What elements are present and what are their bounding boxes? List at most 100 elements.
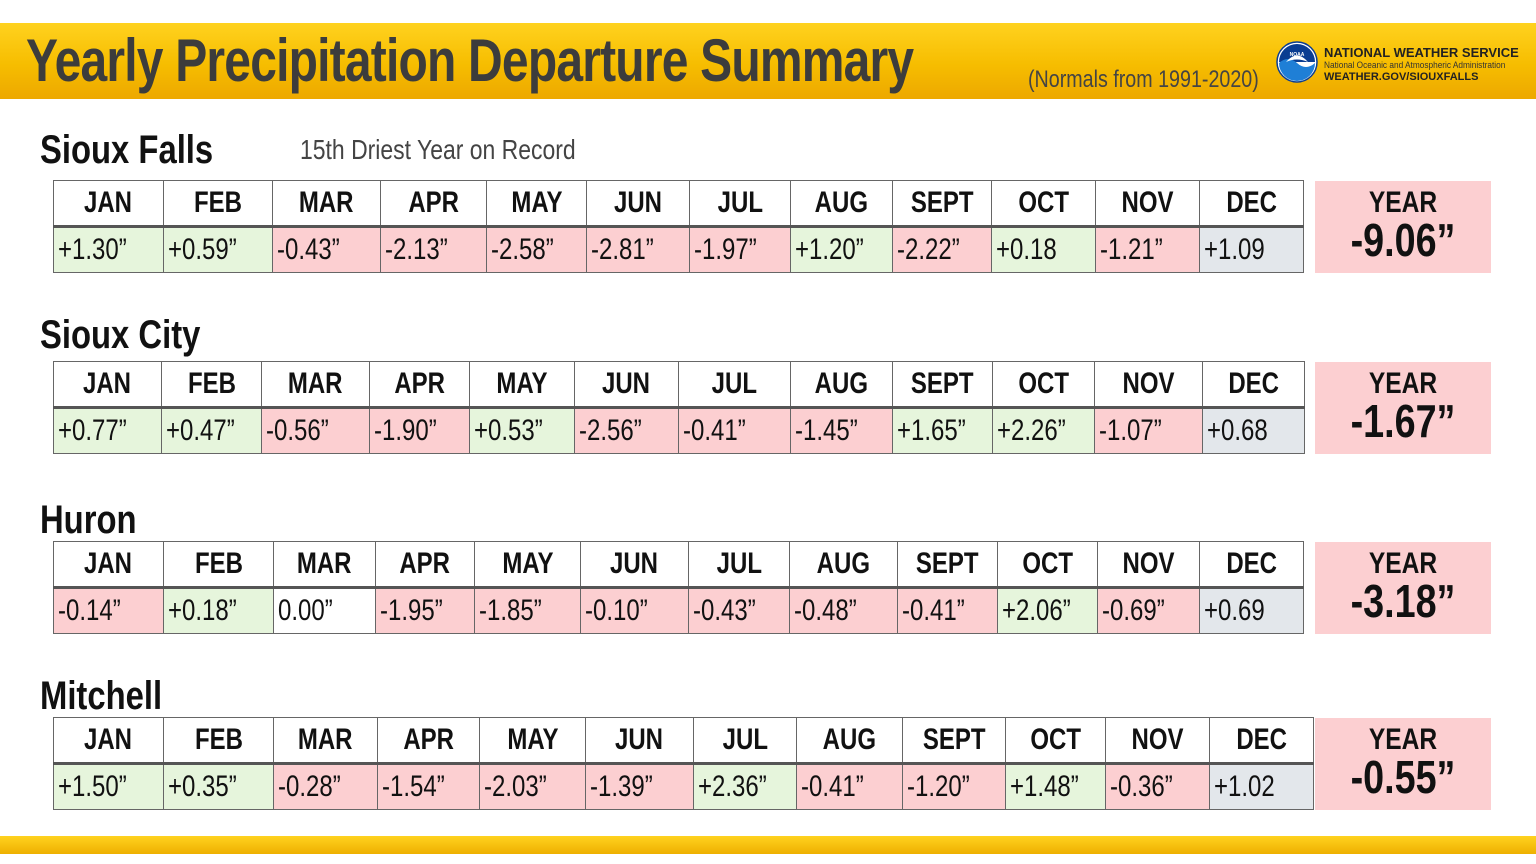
month-label: AUG [814,186,869,219]
departure-cell: -0.41” [796,763,903,810]
departure-value: +0.18 [996,233,1057,266]
departure-cell: -1.97” [689,226,791,273]
departure-value: -0.14” [58,594,121,627]
month-label: DEC [1228,367,1279,400]
departure-value: +1.30” [58,233,127,266]
departure-cell: +0.77” [53,407,162,454]
departure-cell: -0.48” [789,587,898,634]
departure-cell: +1.65” [892,407,993,454]
departure-value: -0.56” [266,414,329,447]
agency-name: NATIONAL WEATHER SERVICE [1324,45,1519,60]
departure-value: -2.81” [591,233,654,266]
departure-cell: -1.54” [377,763,480,810]
departure-value: -0.69” [1102,594,1165,627]
year-total-value: -3.18” [1350,575,1456,627]
month-label: NOV [1122,367,1175,400]
month-label: SEPT [910,186,974,219]
departure-value: +0.77” [58,414,127,447]
departure-value: -0.43” [277,233,340,266]
departure-value: +1.65” [897,414,966,447]
month-header: MAR [273,541,376,589]
departure-cell: -0.56” [261,407,370,454]
departure-value: -1.07” [1099,414,1162,447]
monthly-departure-table: JAN FEB MAR APR MAY JUN JUL AUG SEPT OCT NOV DEC +1.… [53,717,1314,810]
month-label: APR [403,723,454,756]
month-label: OCT [1022,547,1073,580]
month-header: AUG [796,717,903,765]
normals-subtitle: (Normals from 1991-2020) [1028,66,1259,93]
month-label: DEC [1226,547,1277,580]
departure-cell: +0.18” [163,587,274,634]
departure-cell: 0.00” [273,587,376,634]
month-label: MAR [288,367,343,400]
month-header: MAY [469,361,575,409]
month-header-row: JAN FEB MAR APR MAY JUN JUL AUG SEPT OCT NOV DEC [53,180,1304,228]
month-header: MAY [479,717,586,765]
departure-cell: +0.53” [469,407,575,454]
departure-cell: +0.35” [163,763,274,810]
month-header: JUN [585,717,694,765]
departure-value: +2.26” [997,414,1066,447]
footer-bar [0,836,1536,854]
month-label: FEB [187,367,236,400]
year-label: YEAR [1368,367,1438,400]
month-header: NOV [1094,361,1203,409]
monthly-departure-table: JAN FEB MAR APR MAY JUN JUL AUG SEPT OCT NOV DEC -0.… [53,541,1304,634]
month-header: NOV [1095,180,1200,228]
year-total-value: -9.06” [1350,214,1456,266]
month-header: MAR [272,180,381,228]
month-header: SEPT [892,361,993,409]
departure-cell: +0.18 [991,226,1096,273]
departure-cell: -1.95” [375,587,475,634]
month-label: MAY [501,547,554,580]
departure-value: -1.97” [694,233,757,266]
month-header: JUL [689,180,791,228]
month-label: MAR [298,723,353,756]
departure-cell: -1.45” [790,407,893,454]
departure-cell: +1.20” [790,226,893,273]
month-header: FEB [161,361,262,409]
month-header: JUL [693,717,797,765]
month-header: OCT [991,180,1096,228]
departure-value: -1.20” [907,770,970,803]
month-header: NOV [1097,541,1200,589]
departure-value: -0.43” [693,594,756,627]
month-header: MAR [261,361,370,409]
departure-value: +1.02 [1214,770,1275,803]
departure-value: -0.41” [801,770,864,803]
month-label: JUL [711,367,758,400]
month-header: MAR [273,717,378,765]
departure-value: -2.22” [897,233,960,266]
departure-value: -2.56” [579,414,642,447]
month-header: AUG [790,361,893,409]
month-header: SEPT [902,717,1006,765]
month-header: JUL [688,541,790,589]
departure-cell: +1.09 [1199,226,1304,273]
month-label: JAN [83,367,132,400]
departure-value: -0.48” [794,594,857,627]
month-header: JUN [586,180,690,228]
departure-cell: -0.69” [1097,587,1200,634]
departure-cell: +1.48” [1005,763,1106,810]
month-label: MAY [506,723,559,756]
departure-value: -0.28” [278,770,341,803]
month-label: JAN [84,547,133,580]
departure-value: +1.20” [795,233,864,266]
month-header-row: JAN FEB MAR APR MAY JUN JUL AUG SEPT OCT NOV DEC [53,361,1305,409]
month-header: APR [377,717,480,765]
departure-value: -0.41” [683,414,746,447]
departure-cell: +2.06” [997,587,1098,634]
month-header-row: JAN FEB MAR APR MAY JUN JUL AUG SEPT OCT NOV DEC [53,717,1314,765]
departure-cell: -0.10” [580,587,689,634]
departure-cell: -2.03” [479,763,586,810]
month-header: JAN [53,541,164,589]
departure-value: +2.36” [698,770,767,803]
departure-value: -0.41” [902,594,965,627]
month-label: AUG [822,723,877,756]
departure-value: +0.68 [1207,414,1268,447]
year-label: YEAR [1368,186,1438,219]
month-label: FEB [194,186,242,219]
month-header: JAN [53,180,164,228]
page-title: Yearly Precipitation Departure Summary [26,27,914,94]
year-total-value: -1.67” [1350,395,1456,447]
